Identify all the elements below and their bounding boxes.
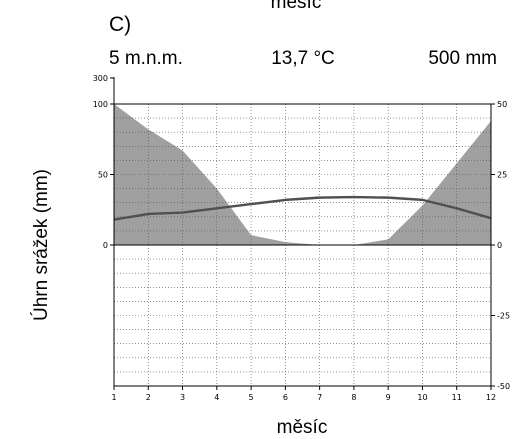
precipitation-area	[114, 104, 491, 245]
right-tick-label: -25	[497, 312, 510, 321]
right-tick-label: -50	[497, 382, 510, 391]
left-tick-label: 100	[93, 100, 108, 109]
precipitation-area-layer	[114, 104, 491, 245]
plot-grid	[113, 103, 492, 387]
temperature-line-layer	[113, 195, 492, 221]
left-tick-label: 50	[98, 171, 108, 180]
x-tick-label: 4	[214, 393, 219, 402]
x-tick-label: 12	[486, 393, 496, 402]
x-tick-label: 8	[351, 393, 356, 402]
panel-label: C)	[109, 13, 131, 36]
top-cut-label: měsíc	[271, 0, 322, 13]
x-tick-label: 9	[386, 393, 391, 402]
x-tick-label: 2	[146, 393, 151, 402]
x-tick-label: 3	[180, 393, 185, 402]
y-axis-title: Úhrn srážek (mm)	[30, 169, 52, 321]
x-tick-label: 1	[111, 393, 116, 402]
x-tick-label: 10	[417, 393, 427, 402]
left-tick-label: 300	[93, 74, 108, 83]
x-axis-title: měsíc	[277, 417, 328, 438]
x-tick-label: 11	[452, 393, 462, 402]
x-tick-label: 5	[249, 393, 254, 402]
right-tick-label: 50	[497, 100, 507, 109]
temperature-line	[113, 195, 492, 221]
x-tick-label: 7	[317, 393, 322, 402]
right-tick-label: 0	[497, 241, 502, 250]
x-tick-label: 6	[283, 393, 288, 402]
mean-temperature-label: 13,7 °C	[271, 48, 335, 69]
right-axis-ticks: 50 25 0 -25 -50	[491, 100, 510, 391]
right-tick-label: 25	[497, 171, 507, 180]
annual-precipitation-label: 500 mm	[428, 48, 497, 69]
left-tick-label: 0	[103, 241, 108, 250]
elevation-label: 5 m.n.m.	[109, 48, 183, 69]
left-axis-ticks: 0 50 100 300	[93, 74, 114, 250]
x-axis-ticks: 1 2 3 4 5 6 7 8 9 10 11 12	[111, 386, 496, 402]
